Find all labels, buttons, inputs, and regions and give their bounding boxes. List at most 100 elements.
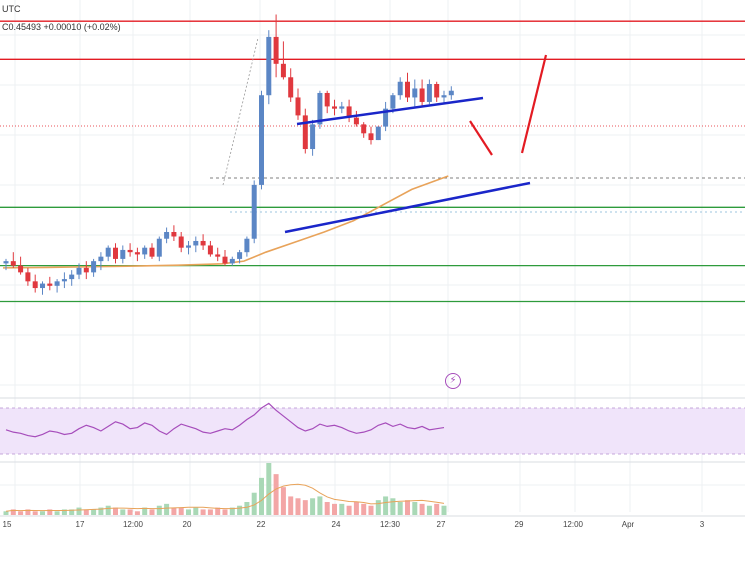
candle-body-41: [302, 115, 308, 150]
candle-body-56: [412, 88, 418, 98]
x-tick-label-4: 22: [257, 520, 266, 529]
candle-body-52: [383, 108, 389, 127]
moving-average-line: [2, 175, 449, 269]
candle-body-43: [317, 92, 323, 125]
candle-body-29: [215, 254, 221, 257]
volume-bar-24: [178, 507, 184, 515]
candle-body-28: [207, 245, 213, 255]
volume-bar-29: [215, 507, 221, 515]
volume-bar-17: [127, 509, 133, 515]
candle-body-53: [390, 95, 396, 109]
volume-bar-1: [10, 509, 16, 515]
volume-bar-10: [76, 507, 82, 515]
candle-body-24: [178, 236, 184, 248]
volume-bar-57: [419, 503, 425, 515]
volume-bar-56: [412, 502, 418, 515]
volume-bar-32: [237, 505, 243, 515]
candle-body-42: [310, 124, 316, 150]
volume-bar-41: [302, 500, 308, 515]
x-tick-label-10: Apr: [622, 520, 635, 529]
candle-body-32: [237, 252, 243, 259]
volume-bar-34: [251, 492, 257, 515]
candle-body-12: [91, 261, 97, 273]
candle-body-20: [149, 247, 155, 257]
candle-body-27: [200, 240, 206, 246]
measure-line: [222, 37, 259, 186]
candle-body-22: [164, 232, 170, 239]
candle-body-2: [18, 265, 24, 273]
volume-bar-45: [332, 503, 337, 515]
volume-bar-21: [156, 505, 162, 515]
volume-bar-6: [47, 509, 53, 515]
candle-body-50: [368, 133, 374, 141]
lightning-bolt-icon[interactable]: ⚡: [445, 373, 461, 389]
volume-bar-2: [18, 511, 24, 515]
candle-body-39: [288, 77, 294, 98]
volume-bar-25: [186, 509, 191, 515]
candle-body-34: [251, 184, 257, 239]
x-tick-label-5: 24: [332, 520, 341, 529]
volume-bar-16: [120, 509, 126, 515]
volume-bar-27: [200, 509, 206, 515]
candle-body-48: [353, 117, 359, 125]
channel-upper-line: [296, 96, 484, 126]
volume-bar-43: [317, 496, 323, 515]
candle-body-44: [324, 92, 330, 107]
volume-bar-14: [105, 505, 111, 515]
candle-body-21: [156, 238, 162, 257]
candle-body-61: [448, 90, 454, 96]
candle-body-7: [54, 281, 60, 286]
candle-body-58: [426, 84, 432, 102]
candle-body-60: [441, 95, 447, 98]
projection-up-mark: [520, 54, 548, 154]
candle-body-40: [295, 97, 301, 116]
x-tick-label-9: 12:00: [563, 520, 584, 529]
candle-body-33: [244, 238, 250, 253]
volume-bar-39: [288, 496, 294, 515]
candle-body-54: [397, 81, 403, 96]
x-tick-label-8: 29: [515, 520, 524, 529]
x-tick-label-7: 27: [437, 520, 446, 529]
candle-body-46: [339, 106, 345, 109]
volume-bar-37: [273, 474, 279, 515]
volume-bar-23: [171, 507, 177, 515]
volume-bar-55: [405, 500, 410, 515]
volume-bar-46: [339, 503, 345, 515]
volume-bar-40: [295, 498, 301, 515]
volume-bar-54: [397, 502, 403, 515]
volume-bar-38: [280, 487, 286, 515]
candle-body-45: [332, 106, 337, 109]
candle-body-9: [69, 274, 75, 280]
volume-bar-53: [390, 498, 396, 515]
candle-body-5: [40, 283, 45, 289]
price-change-readout: C0.45493 +0.00010 (+0.02%): [2, 22, 121, 32]
volume-bar-20: [149, 509, 155, 515]
volume-bar-28: [207, 509, 213, 515]
candle-body-49: [361, 124, 367, 134]
volume-bar-0: [3, 511, 9, 515]
candle-body-1: [10, 261, 16, 266]
x-tick-label-0: 15: [3, 520, 12, 529]
volume-bar-50: [368, 505, 374, 515]
volume-ma-line: [5, 483, 445, 512]
volume-bar-15: [113, 507, 118, 515]
volume-bar-58: [426, 505, 432, 515]
volume-bar-8: [61, 509, 67, 515]
volume-bar-33: [244, 502, 250, 515]
volume-bar-52: [383, 496, 389, 515]
volume-bar-31: [229, 507, 235, 515]
candle-body-15: [113, 247, 118, 259]
timezone-label: UTC: [2, 4, 21, 14]
volume-bar-7: [54, 511, 60, 515]
volume-bar-35: [259, 477, 264, 515]
volume-bar-22: [164, 503, 170, 515]
volume-bar-18: [134, 511, 140, 515]
candle-body-23: [171, 232, 177, 237]
candle-body-11: [83, 267, 89, 273]
candle-body-25: [186, 245, 191, 248]
candle-body-47: [346, 106, 352, 118]
candle-body-57: [419, 88, 425, 102]
volume-bar-13: [98, 507, 104, 515]
